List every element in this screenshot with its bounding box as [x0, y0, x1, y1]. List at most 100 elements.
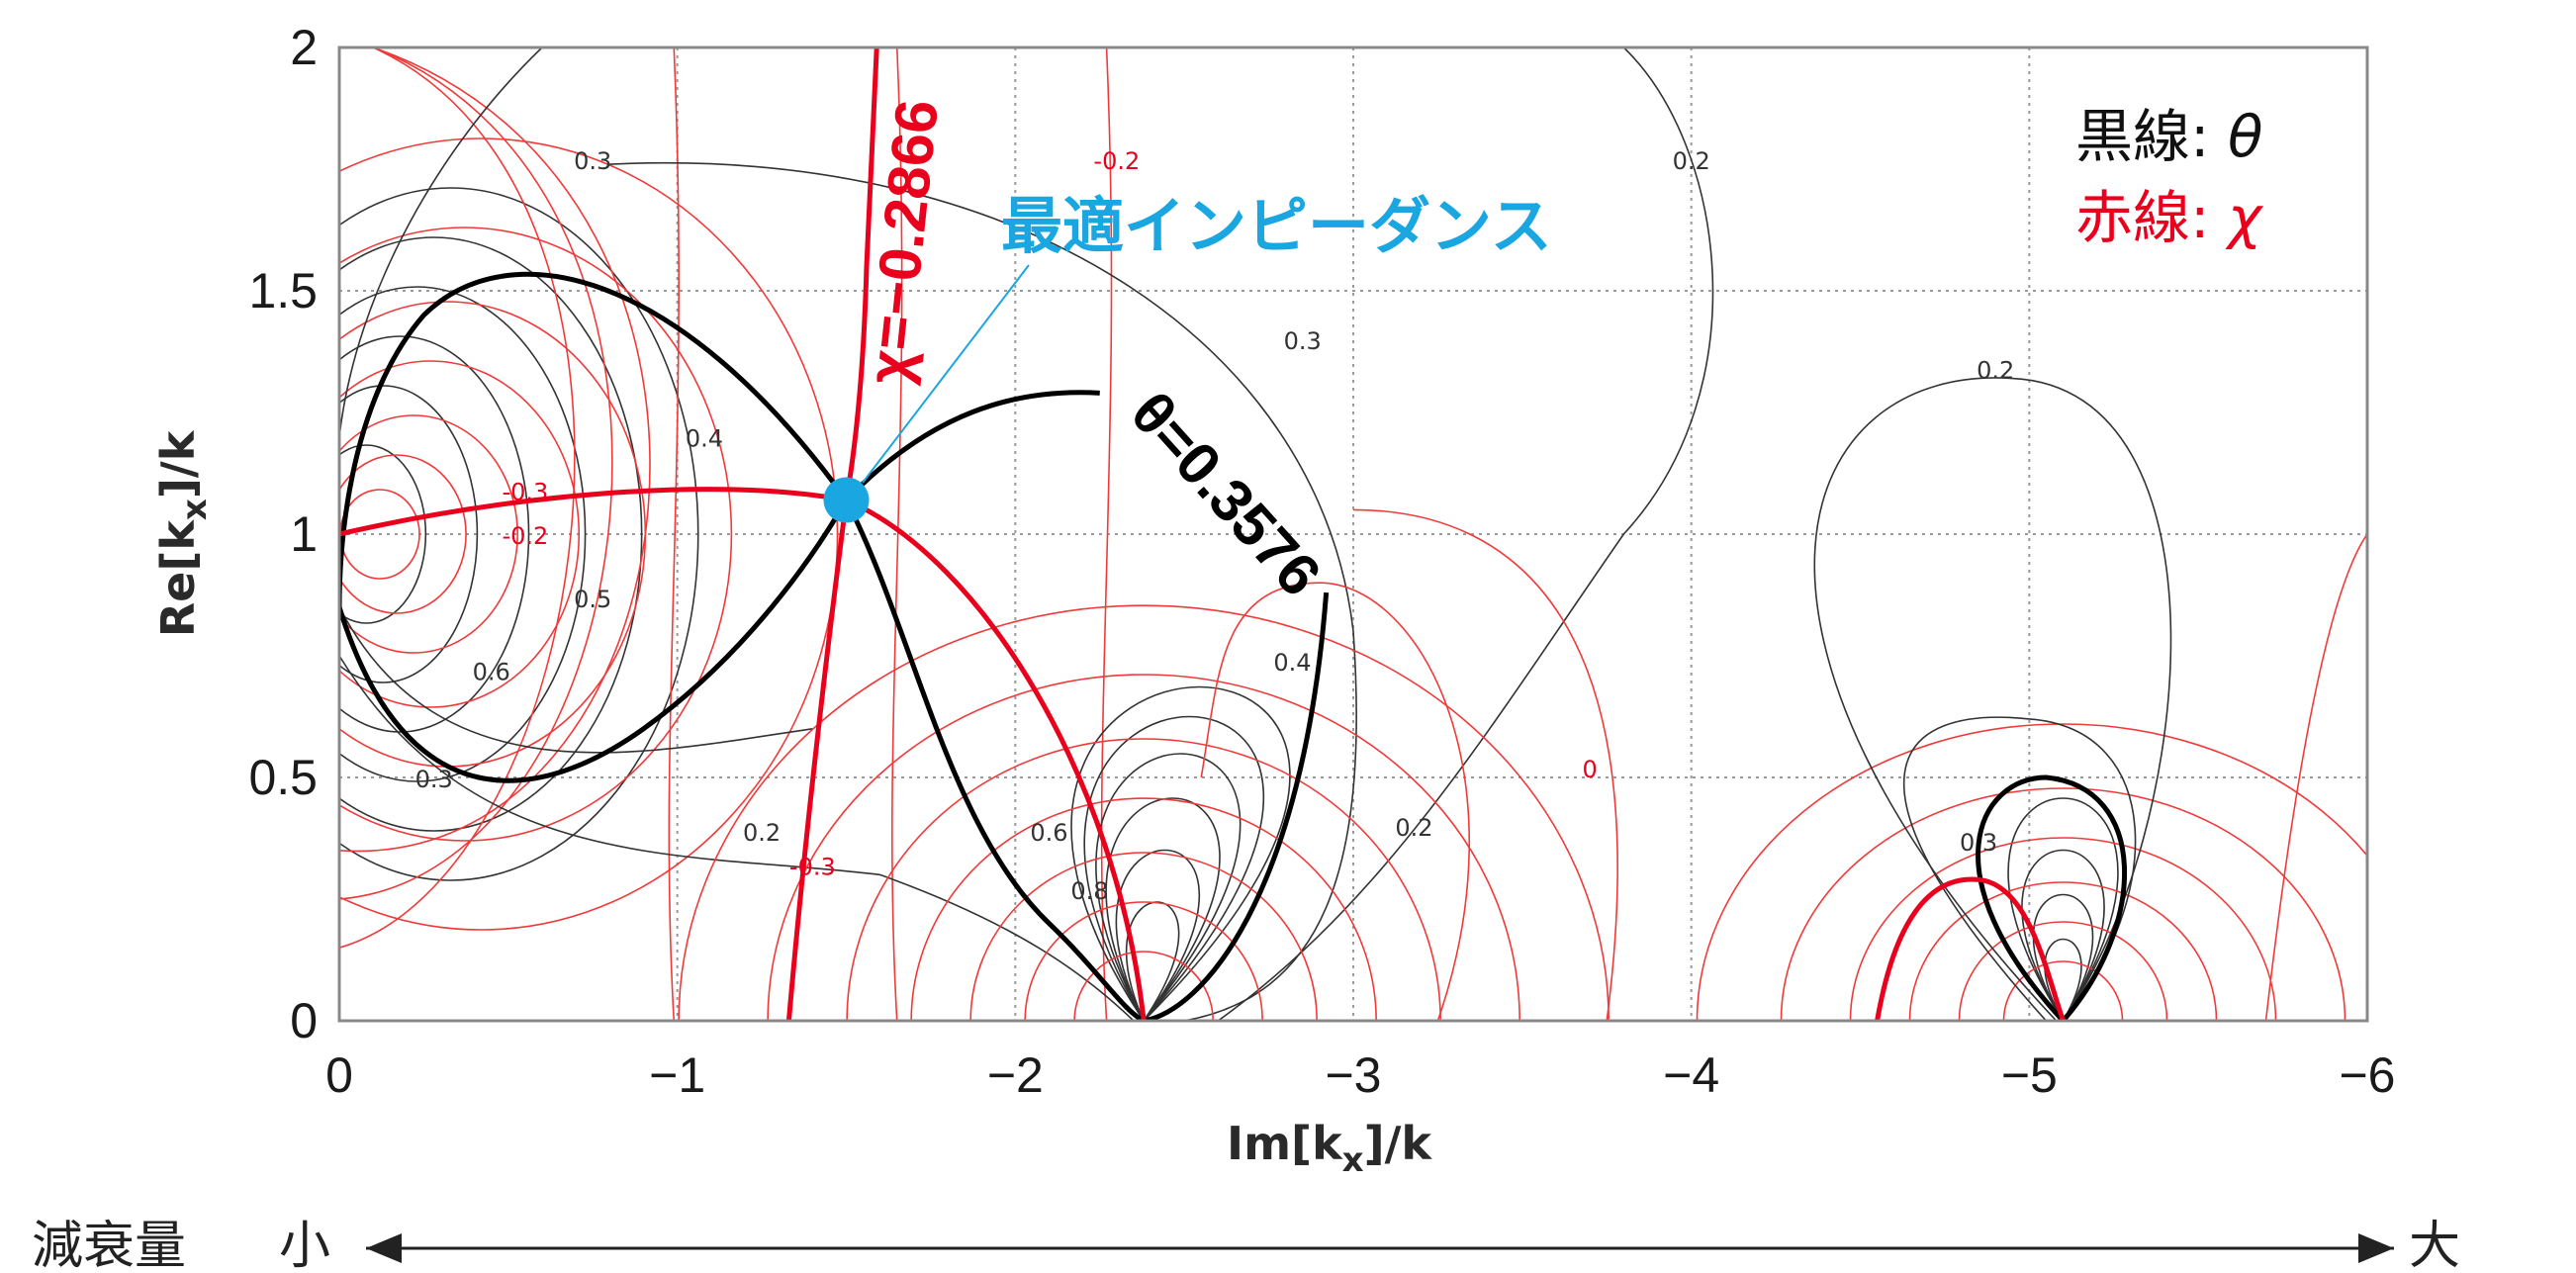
- y-tick-label: 0: [290, 993, 318, 1048]
- theta-contour: [2007, 797, 2119, 1021]
- svg-text:黒線: θ: 黒線: θ: [2075, 103, 2262, 170]
- svg-text:赤線: χ: 赤線: χ: [2075, 184, 2264, 251]
- theta-contour: [1070, 685, 1291, 1021]
- legend-chi-prefix: 赤線:: [2075, 184, 2210, 251]
- chi-contour: [339, 227, 733, 842]
- y-tick-label: 1.5: [248, 263, 318, 318]
- theta-contour: [1115, 849, 1201, 1021]
- theta-contour-label: 0.2: [1673, 147, 1710, 175]
- theta-contour: [339, 444, 427, 624]
- theta-contour: [1095, 753, 1242, 1021]
- chi-highlight-contour: [339, 487, 847, 537]
- theta-contour-label: 0.2: [743, 819, 781, 847]
- theta-highlight-contour: [844, 390, 1100, 502]
- chi-contour-label: -0.2: [503, 522, 549, 550]
- theta-highlight-contour: [339, 271, 849, 783]
- theta-contour: [1813, 377, 2172, 1021]
- x-axis-label: Im[kx]/k: [1227, 1117, 1432, 1180]
- chi-highlight-contour: [845, 498, 1147, 1021]
- x-axis-subscript: x: [1342, 1140, 1364, 1180]
- contour-lines: [339, 47, 2367, 1021]
- theta-contour-label: 0.2: [1977, 357, 2014, 385]
- chi-contour: [339, 360, 581, 708]
- y-axis-label: Re[kx]/k: [151, 429, 215, 637]
- attenuation-low: 小: [279, 1217, 330, 1273]
- chi-highlight-label: χ=−0.2866: [855, 97, 951, 388]
- y-tick-label: 0.5: [248, 750, 318, 805]
- axis-ticks: 0 −1 −2 −3 −4 −5 −6 0 0.5 1 1.5 2: [248, 20, 2395, 1103]
- theta-contour-label: 0.3: [415, 766, 453, 793]
- theta-contour: [1902, 716, 2137, 1021]
- chi-contour: [678, 604, 1610, 1021]
- chi-contour: [2264, 533, 2367, 1021]
- optimum-callout-line: [862, 264, 1030, 484]
- chi-contour: [339, 47, 651, 853]
- x-tick-label: −3: [1325, 1047, 1381, 1103]
- chi-contour: [1908, 881, 2218, 1021]
- theta-highlight-label: θ=0.3576: [1118, 380, 1334, 608]
- legend-theta-prefix: 黒線:: [2075, 103, 2210, 170]
- theta-contour: [339, 187, 699, 881]
- chi-contour-label: 0: [1583, 756, 1598, 783]
- x-tick-label: −4: [1663, 1047, 1719, 1103]
- legend: 黒線: θ 赤線: χ: [2075, 103, 2264, 251]
- x-tick-label: 0: [325, 1047, 353, 1103]
- theta-contour: [2044, 938, 2082, 1021]
- x-tick-label: −1: [649, 1047, 705, 1103]
- theta-contour: [1217, 47, 1714, 1021]
- legend-chi-symbol: χ: [2225, 184, 2264, 251]
- optimum-point-marker: [823, 477, 870, 523]
- legend-theta-symbol: θ: [2228, 103, 2263, 170]
- chi-contour: [1352, 508, 1618, 1021]
- theta-contour: [339, 47, 543, 437]
- y-tick-label: 2: [290, 20, 318, 75]
- theta-contour-label: 0.4: [1273, 649, 1311, 677]
- chi-contour: [1024, 901, 1263, 1021]
- theta-contour: [339, 335, 530, 733]
- chi-contour: [846, 738, 1441, 1021]
- chi-contour: [1849, 837, 2277, 1021]
- chi-contour: [2002, 960, 2124, 1021]
- theta-contour-label: 0.6: [473, 659, 510, 686]
- chi-contour: [1696, 723, 2367, 1021]
- attenuation-axis: 減衰量 小 大: [32, 1217, 2460, 1273]
- theta-contour-label: 0.6: [1030, 819, 1067, 847]
- theta-contour: [339, 606, 813, 754]
- theta-contour: [2032, 893, 2094, 1021]
- attenuation-high: 大: [2409, 1217, 2460, 1273]
- theta-contour: [339, 236, 643, 832]
- chi-contour: [339, 414, 518, 654]
- chi-highlight-contour: [1875, 876, 2066, 1021]
- theta-contour-label: 0.3: [1284, 327, 1322, 355]
- x-tick-label: −6: [2339, 1047, 2395, 1103]
- chi-highlight-contour: [785, 47, 879, 1021]
- theta-contour: [339, 385, 479, 683]
- theta-contour: [339, 655, 1135, 1021]
- chi-contour: [767, 674, 1520, 1021]
- theta-contour-label: 0.5: [574, 586, 611, 613]
- theta-highlight-contour: [844, 499, 1330, 1021]
- chi-contour: [339, 47, 613, 900]
- grid-lines: [339, 47, 2367, 1021]
- chi-contour-label: -0.3: [789, 853, 836, 880]
- theta-contour: [609, 162, 1357, 1021]
- theta-contour: [1083, 715, 1265, 1021]
- chi-contour: [1958, 921, 2168, 1021]
- y-tick-label: 1: [290, 506, 318, 562]
- optimum-impedance-label: 最適インピーダンス: [1001, 190, 1552, 262]
- attenuation-label: 減衰量: [32, 1217, 186, 1273]
- chi-contour: [339, 47, 576, 949]
- theta-contour: [1105, 797, 1221, 1021]
- x-tick-label: −5: [2001, 1047, 2058, 1103]
- chi-contour: [910, 797, 1377, 1021]
- chi-contour: [668, 47, 680, 1021]
- chi-contour: [1073, 951, 1214, 1021]
- contour-labels: 0.3 0.4 0.5 0.6 0.3 0.2 0.2 0.3 0.4 0.2 0.6 0.8 0.2 0…: [415, 147, 2015, 905]
- chi-contour: [1780, 787, 2346, 1021]
- chi-contour: [1200, 582, 1470, 1021]
- x-tick-label: −2: [987, 1047, 1044, 1103]
- theta-contour: [339, 286, 587, 782]
- plot-frame: [337, 45, 2369, 1023]
- chi-contour: [969, 852, 1318, 1021]
